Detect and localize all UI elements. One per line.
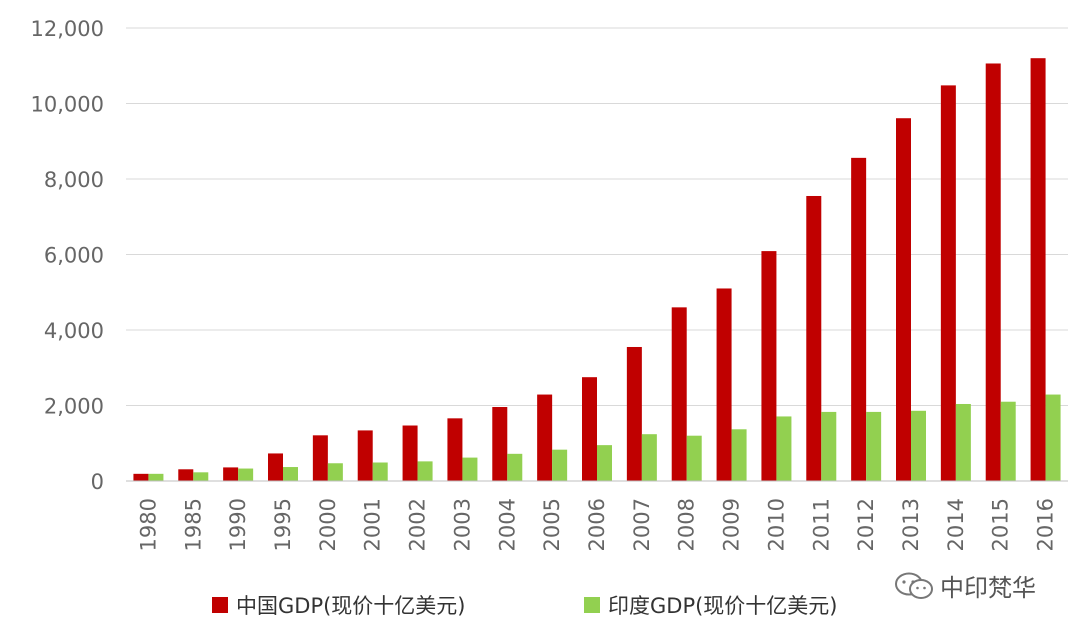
bar-china bbox=[896, 118, 911, 481]
x-axis-ticks: 1980 1985 1990 1995 2000 2001 2002 2003 2004 2005… bbox=[136, 498, 1057, 551]
bar-china bbox=[402, 425, 418, 481]
bar-china bbox=[178, 469, 194, 481]
bar-china bbox=[985, 63, 1001, 482]
bar-india bbox=[1000, 401, 1016, 481]
y-tick-label: 4,000 bbox=[44, 319, 104, 343]
bar-india bbox=[417, 461, 433, 481]
watermark-text: 中印梵华 bbox=[940, 574, 1036, 602]
bar-india bbox=[866, 411, 882, 481]
bar-india bbox=[283, 467, 298, 481]
x-tick-label: 2010 bbox=[764, 498, 788, 551]
bar-india bbox=[327, 463, 343, 481]
x-tick-label: 2014 bbox=[944, 498, 968, 551]
x-tick-label: 1985 bbox=[181, 498, 205, 551]
bar-china bbox=[133, 473, 149, 481]
x-tick-label: 2009 bbox=[720, 498, 744, 551]
bar-india bbox=[462, 457, 478, 481]
bar-india bbox=[552, 449, 568, 481]
legend-swatch-china bbox=[212, 597, 228, 613]
wechat-icon bbox=[895, 572, 933, 599]
bar-china bbox=[626, 346, 642, 481]
bar-china bbox=[806, 195, 822, 482]
bar-india bbox=[641, 434, 657, 481]
x-tick-label: 2008 bbox=[675, 498, 699, 551]
x-tick-label: 2015 bbox=[989, 498, 1013, 551]
bar-china bbox=[671, 307, 687, 481]
bar-india bbox=[507, 453, 523, 481]
x-tick-label: 2005 bbox=[540, 498, 564, 551]
bar-china bbox=[223, 467, 239, 481]
watermark: 中印梵华 bbox=[894, 568, 1036, 603]
legend-swatch-india bbox=[584, 597, 600, 613]
x-tick-label: 1980 bbox=[136, 498, 160, 551]
bar-china bbox=[582, 377, 597, 481]
legend-series-china: 中国GDP(现价十亿美元) bbox=[212, 590, 466, 620]
bar-india bbox=[238, 468, 254, 481]
bar-india bbox=[686, 435, 702, 481]
bar-china bbox=[537, 394, 553, 481]
bar-china bbox=[492, 407, 508, 481]
x-tick-label: 1990 bbox=[226, 498, 250, 551]
bars bbox=[133, 58, 1061, 482]
bar-china bbox=[1030, 58, 1046, 481]
x-tick-label: 2013 bbox=[899, 498, 923, 551]
bar-india bbox=[911, 410, 926, 481]
x-tick-label: 2006 bbox=[585, 498, 609, 551]
bar-china bbox=[716, 288, 732, 481]
bar-china bbox=[312, 435, 328, 481]
y-tick-label: 12,000 bbox=[31, 17, 104, 41]
bar-india bbox=[821, 411, 837, 481]
legend-label-india: 印度GDP(现价十亿美元) bbox=[608, 594, 838, 618]
bar-china bbox=[447, 418, 463, 481]
bar-china bbox=[940, 85, 956, 481]
legend-label-china: 中国GDP(现价十亿美元) bbox=[236, 594, 466, 618]
bar-china bbox=[761, 251, 777, 481]
bar-india bbox=[1045, 394, 1061, 481]
x-tick-label: 2012 bbox=[854, 498, 878, 551]
y-axis-ticks: 0 2,000 4,000 6,000 8,000 10,000 12,000 bbox=[31, 17, 104, 494]
y-tick-label: 8,000 bbox=[44, 168, 104, 192]
bar-india bbox=[372, 462, 388, 481]
x-tick-label: 1995 bbox=[271, 498, 295, 551]
x-tick-label: 2007 bbox=[630, 498, 654, 551]
x-tick-label: 2001 bbox=[361, 498, 385, 551]
y-tick-label: 10,000 bbox=[31, 93, 104, 117]
gridlines bbox=[126, 27, 1068, 406]
bar-india bbox=[597, 445, 612, 481]
bar-china bbox=[268, 453, 283, 481]
y-tick-label: 2,000 bbox=[44, 395, 104, 419]
x-tick-label: 2000 bbox=[316, 498, 340, 551]
x-tick-label: 2016 bbox=[1034, 498, 1058, 551]
bar-china bbox=[357, 430, 373, 481]
bar-india bbox=[955, 403, 971, 481]
bar-india bbox=[193, 472, 209, 481]
bar-china bbox=[851, 157, 867, 482]
x-tick-label: 2003 bbox=[450, 498, 474, 551]
x-tick-label: 2011 bbox=[809, 498, 833, 551]
legend-series-india: 印度GDP(现价十亿美元) bbox=[584, 590, 838, 620]
bar-india bbox=[731, 429, 747, 481]
y-tick-label: 0 bbox=[91, 470, 104, 494]
bar-india bbox=[148, 473, 164, 481]
x-tick-label: 2004 bbox=[495, 498, 519, 551]
y-tick-label: 6,000 bbox=[44, 244, 104, 268]
bar-india bbox=[776, 416, 792, 481]
x-tick-label: 2002 bbox=[406, 498, 430, 551]
